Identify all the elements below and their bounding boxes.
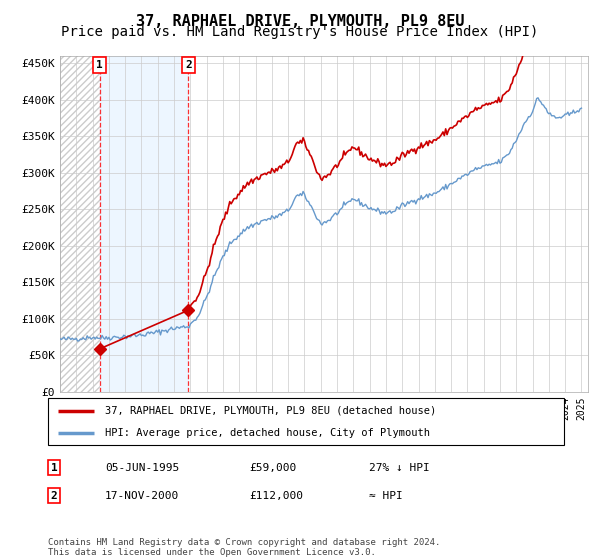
Text: 2: 2 xyxy=(185,60,192,70)
Text: £59,000: £59,000 xyxy=(249,463,296,473)
Text: 05-JUN-1995: 05-JUN-1995 xyxy=(105,463,179,473)
Text: ≈ HPI: ≈ HPI xyxy=(369,491,403,501)
Text: 37, RAPHAEL DRIVE, PLYMOUTH, PL9 8EU (detached house): 37, RAPHAEL DRIVE, PLYMOUTH, PL9 8EU (de… xyxy=(105,406,436,416)
Text: Price paid vs. HM Land Registry's House Price Index (HPI): Price paid vs. HM Land Registry's House … xyxy=(61,25,539,39)
Bar xyxy=(60,56,100,392)
Text: HPI: Average price, detached house, City of Plymouth: HPI: Average price, detached house, City… xyxy=(105,428,430,438)
Bar xyxy=(100,56,188,392)
Text: 37, RAPHAEL DRIVE, PLYMOUTH, PL9 8EU: 37, RAPHAEL DRIVE, PLYMOUTH, PL9 8EU xyxy=(136,14,464,29)
Text: £112,000: £112,000 xyxy=(249,491,303,501)
Text: 1: 1 xyxy=(50,463,58,473)
Text: 2: 2 xyxy=(50,491,58,501)
Text: 17-NOV-2000: 17-NOV-2000 xyxy=(105,491,179,501)
Text: 27% ↓ HPI: 27% ↓ HPI xyxy=(369,463,430,473)
Text: Contains HM Land Registry data © Crown copyright and database right 2024.
This d: Contains HM Land Registry data © Crown c… xyxy=(48,538,440,557)
Bar xyxy=(60,56,100,392)
FancyBboxPatch shape xyxy=(48,398,564,445)
Text: 1: 1 xyxy=(96,60,103,70)
